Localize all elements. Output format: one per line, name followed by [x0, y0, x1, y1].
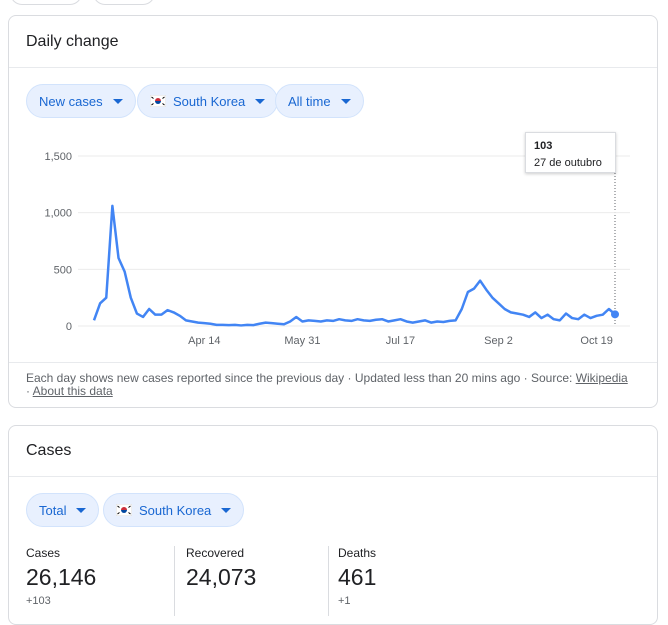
line: [92, 204, 616, 327]
divider: [9, 476, 657, 477]
footer-text: Each day shows new cases reported since …: [26, 371, 345, 385]
filter-label: South Korea: [139, 502, 212, 518]
filter-label: New cases: [39, 93, 103, 109]
stat: Cases 26,146 +103: [26, 546, 96, 607]
arrow: [221, 507, 232, 513]
tooltip-value: 103: [534, 140, 553, 152]
separator: [174, 546, 175, 616]
arrow: [255, 98, 266, 104]
card-title: Cases: [26, 442, 72, 459]
y-tick-label: 1,000: [44, 208, 72, 220]
x-tick-label: Sep 2: [484, 335, 513, 347]
stat-change: +103: [26, 595, 51, 607]
filter[interactable]: Total: [26, 493, 100, 527]
x-tick-label: May 31: [284, 335, 320, 347]
separator: [328, 546, 329, 616]
tooltip-date: 27 de outubro: [534, 157, 602, 169]
x-tick-label: Jul 17: [386, 335, 415, 347]
filter[interactable]: South Korea: [103, 493, 245, 527]
x-tick-label: Apr 14: [188, 335, 220, 347]
filter[interactable]: South Korea: [137, 84, 279, 118]
y-tick-label: 1,500: [44, 151, 72, 163]
card-title: Daily change: [26, 33, 119, 50]
stat-label: Deaths: [338, 546, 377, 560]
source-label: Source:: [530, 371, 573, 385]
divider: [9, 362, 657, 363]
daily-change-card: Daily change New cases South Korea All t…: [8, 15, 658, 408]
y-tick-label: 0: [66, 321, 72, 333]
arrow: [112, 98, 123, 104]
arrow: [76, 507, 87, 513]
stat-value: 461: [338, 564, 377, 590]
stat-value: 24,073: [186, 564, 257, 590]
stat-label: Cases: [26, 546, 61, 560]
filter[interactable]: New cases: [26, 84, 136, 118]
filter[interactable]: All time: [275, 84, 364, 118]
source-link[interactable]: Wikipedia: [575, 371, 628, 385]
stat: Recovered 24,073: [186, 546, 256, 591]
flag: [116, 504, 132, 516]
x-tick-label: Oct 19: [580, 335, 612, 347]
y-tick-label: 500: [54, 264, 72, 276]
stat-value: 26,146: [26, 564, 97, 590]
about-link[interactable]: About this data: [32, 384, 113, 398]
stat-change: +1: [338, 595, 351, 607]
updated: Updated less than 20 mins ago: [354, 371, 521, 385]
footer: Each day shows new cases reported since …: [26, 371, 628, 398]
stat-label: Recovered: [186, 546, 245, 560]
arrow: [340, 98, 351, 104]
stat: Deaths 461 +1: [338, 546, 376, 607]
tooltip: 103 27 de outubro: [525, 132, 616, 173]
cases-card: Cases Total South Korea Cases 26,146 +103 …: [8, 425, 658, 625]
hover-dot: [611, 310, 619, 319]
chart: 0 500 1,000 1,500 Apr 14 May 31 Jul 17 Sep 2 Oct…: [44, 151, 630, 347]
filter-label: Total: [39, 502, 67, 518]
divider: [9, 67, 657, 68]
flag: [150, 95, 166, 107]
filter-label: South Korea: [173, 93, 246, 109]
filter-label: All time: [288, 93, 331, 109]
